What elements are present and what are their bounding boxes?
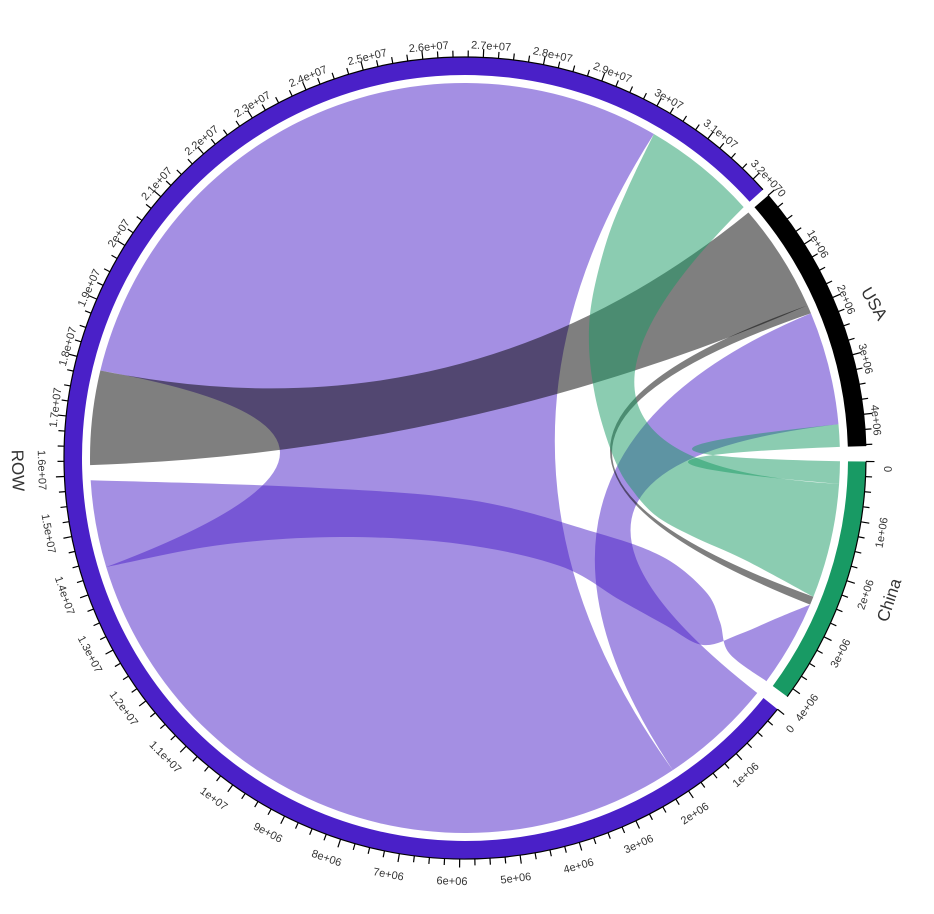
svg-text:0: 0 <box>883 466 895 472</box>
svg-text:ROW: ROW <box>8 449 28 491</box>
svg-text:1.6e+07: 1.6e+07 <box>35 450 48 490</box>
svg-text:2.7e+07: 2.7e+07 <box>471 39 512 54</box>
svg-text:6e+06: 6e+06 <box>436 875 467 888</box>
